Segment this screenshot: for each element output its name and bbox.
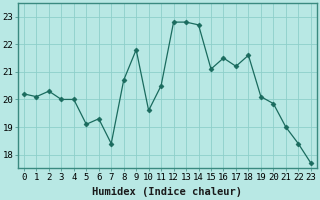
X-axis label: Humidex (Indice chaleur): Humidex (Indice chaleur) bbox=[92, 187, 242, 197]
